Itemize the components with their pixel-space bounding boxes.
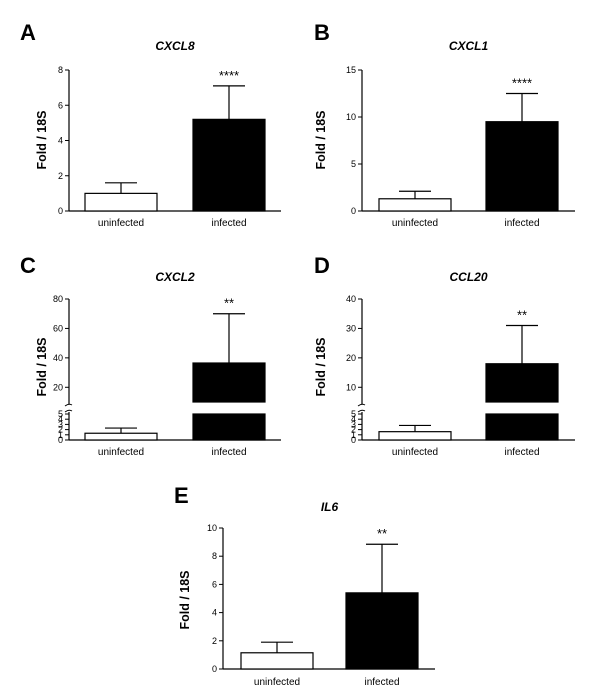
chart-panel-e: E IL6 Fold / 18S 0 2 4 6 8 10 uninfected infected *… — [174, 483, 435, 688]
y-tick-label: 4 — [58, 414, 63, 424]
x-category-label: infected — [211, 218, 246, 229]
y-tick-label: 5 — [58, 409, 63, 419]
y-tick-label: 0 — [58, 206, 63, 216]
y-tick-label: 0 — [351, 206, 356, 216]
y-axis-label: Fold / 18S — [35, 110, 49, 169]
panel-letter: A — [20, 20, 36, 45]
significance-marker: ** — [377, 526, 387, 541]
bar-uninfected — [378, 431, 452, 441]
y-axis-label: Fold / 18S — [35, 337, 49, 396]
chart-title: CCL20 — [449, 270, 487, 284]
axis-break-mark — [357, 403, 366, 407]
y-tick-label: 3 — [58, 419, 63, 429]
y-tick-label: 1 — [351, 430, 356, 440]
panel-letter: B — [314, 20, 330, 45]
x-category-label: infected — [211, 447, 246, 458]
y-axis-label: Fold / 18S — [178, 570, 192, 629]
x-category-label: uninfected — [392, 447, 438, 458]
y-tick-label: 6 — [58, 100, 63, 110]
x-category-label: uninfected — [98, 218, 144, 229]
y-tick-label: 60 — [53, 323, 63, 333]
panel-letter: C — [20, 253, 36, 278]
bar-infected — [192, 118, 266, 212]
y-tick-label: 2 — [58, 171, 63, 181]
y-tick-label: 20 — [346, 353, 356, 363]
y-tick-label: 30 — [346, 323, 356, 333]
y-tick-label: 0 — [58, 435, 63, 445]
y-axis-label: Fold / 18S — [314, 337, 328, 396]
y-tick-label: 2 — [58, 425, 63, 435]
y-tick-label: 0 — [212, 664, 217, 674]
y-tick-label: 8 — [58, 65, 63, 75]
y-tick-label: 10 — [346, 382, 356, 392]
bar-uninfected — [240, 652, 314, 670]
significance-marker: ** — [224, 296, 234, 311]
bar-infected-upper — [192, 362, 266, 403]
y-tick-label: 4 — [351, 414, 356, 424]
chart-panel-a: A CXCL8 Fold / 18S 0 2 4 6 8 uninfected infected *… — [20, 20, 281, 229]
panel-letter: D — [314, 253, 330, 278]
x-category-label: infected — [364, 677, 399, 688]
x-category-label: infected — [504, 447, 539, 458]
y-tick-label: 8 — [212, 551, 217, 561]
y-tick-label: 40 — [53, 353, 63, 363]
y-tick-label: 10 — [346, 112, 356, 122]
chart-title: CXCL1 — [449, 39, 489, 53]
x-category-label: uninfected — [254, 677, 300, 688]
y-tick-label: 6 — [212, 579, 217, 589]
axis-break-mark — [64, 409, 73, 413]
panel-letter: E — [174, 483, 189, 508]
bar-infected-upper — [485, 363, 559, 403]
significance-marker: **** — [219, 68, 239, 83]
chart-title: CXCL2 — [155, 270, 195, 284]
y-tick-label: 5 — [351, 159, 356, 169]
y-tick-label: 40 — [346, 294, 356, 304]
y-tick-label: 2 — [351, 425, 356, 435]
x-category-label: uninfected — [98, 447, 144, 458]
bar-uninfected — [84, 432, 158, 441]
y-tick-label: 1 — [58, 430, 63, 440]
axis-break-mark — [64, 403, 73, 407]
chart-panel-b: B CXCL1 Fold / 18S 0 5 10 15 uninfected infected… — [314, 20, 575, 229]
y-tick-label: 10 — [207, 523, 217, 533]
chart-title: CXCL8 — [155, 39, 195, 53]
y-tick-label: 0 — [351, 435, 356, 445]
y-tick-label: 5 — [351, 409, 356, 419]
y-tick-label: 4 — [58, 136, 63, 146]
y-tick-label: 15 — [346, 65, 356, 75]
y-tick-label: 2 — [212, 636, 217, 646]
chart-title: IL6 — [321, 500, 339, 514]
significance-marker: ** — [517, 307, 527, 322]
y-tick-label: 3 — [351, 419, 356, 429]
y-tick-label: 4 — [212, 608, 217, 618]
bar-uninfected — [84, 192, 158, 212]
y-axis-label: Fold / 18S — [314, 110, 328, 169]
bar-infected — [345, 592, 419, 670]
x-category-label: infected — [504, 218, 539, 229]
significance-marker: **** — [512, 76, 532, 91]
bar-infected-lower — [192, 413, 266, 441]
axis-break-mark — [357, 409, 366, 413]
y-tick-label: 80 — [53, 294, 63, 304]
y-tick-label: 20 — [53, 382, 63, 392]
bar-infected-lower — [485, 413, 559, 441]
bar-uninfected — [378, 198, 452, 212]
x-category-label: uninfected — [392, 218, 438, 229]
bar-infected — [485, 121, 559, 212]
